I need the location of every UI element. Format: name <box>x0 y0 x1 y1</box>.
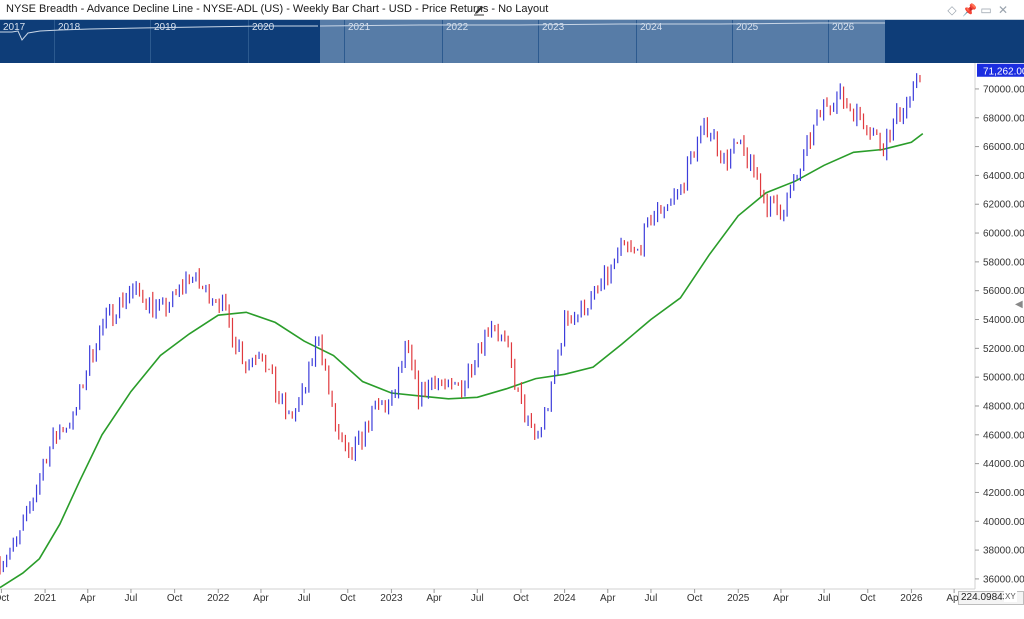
navigator-year-label: 2017 <box>3 22 26 33</box>
navigator-year-divider <box>732 20 733 63</box>
x-tick-label: 2021 <box>34 593 57 604</box>
y-tick-label: 44000.00 <box>983 459 1024 470</box>
close-icon[interactable]: ✕ <box>997 3 1009 17</box>
last-price-flag <box>977 63 1024 77</box>
x-tick-label: Oct <box>687 593 703 604</box>
navigator-mini-line <box>0 25 318 41</box>
minimize-icon[interactable]: ▭ <box>980 3 992 17</box>
y-tick-label: 46000.00 <box>983 430 1024 441</box>
x-tick-label: Oct <box>513 593 529 604</box>
x-tick-label: Apr <box>600 593 616 604</box>
y-tick-label: 36000.00 <box>983 574 1024 585</box>
y-tick-label: 54000.00 <box>983 315 1024 326</box>
navigator-year-label: 2020 <box>252 22 275 33</box>
x-tick-label: 2022 <box>207 593 230 604</box>
navigator-year-label: 2021 <box>348 22 371 33</box>
price-chart[interactable]: 36000.00 38000.00 40000.00 42000.00 44000.00… <box>0 63 1024 605</box>
y-tick-label: 56000.00 <box>983 286 1024 297</box>
navigator-year-divider <box>344 20 345 63</box>
y-tick-label: 58000.00 <box>983 257 1024 268</box>
y-tick-label: 48000.00 <box>983 401 1024 412</box>
x-tick-label: Jul <box>645 593 658 604</box>
y-tick-label: 40000.00 <box>983 517 1024 528</box>
y-tick-label: 52000.00 <box>983 344 1024 355</box>
diamond-icon[interactable]: ◇ <box>947 3 957 17</box>
navigator-year-divider <box>538 20 539 63</box>
navigator-year-divider <box>54 20 55 63</box>
xy-toggle[interactable]: XY <box>1004 591 1017 602</box>
x-tick-label: Apr <box>773 593 789 604</box>
y-tick-label: 68000.00 <box>983 113 1024 124</box>
y-tick-label: 60000.00 <box>983 229 1024 240</box>
y-tick-label: 66000.00 <box>983 142 1024 153</box>
title-bar: NYSE Breadth - Advance Decline Line - NY… <box>0 0 1024 20</box>
navigator-window-line <box>320 22 885 27</box>
x-tick-label: Jul <box>125 593 138 604</box>
navigator-year-divider <box>442 20 443 63</box>
y-tick-label: 70000.00 <box>983 84 1024 95</box>
x-tick-label: Apr <box>426 593 442 604</box>
x-tick-label: 2025 <box>727 593 750 604</box>
x-tick-label: Oct <box>860 593 876 604</box>
chart-title: NYSE Breadth - Advance Decline Line - NY… <box>6 3 549 15</box>
navigator-year-label: 2026 <box>832 22 855 33</box>
x-tick-label: Oct <box>167 593 183 604</box>
x-tick-label: Oct <box>340 593 356 604</box>
collapse-panel-icon[interactable]: ◀ <box>1015 299 1023 310</box>
y-tick-label: 50000.00 <box>983 373 1024 384</box>
x-tick-label: Apr <box>946 593 962 604</box>
navigator-year-label: 2018 <box>58 22 81 33</box>
x-tick-label: Apr <box>80 593 96 604</box>
navigator-year-label: 2024 <box>640 22 663 33</box>
pin-icon[interactable]: 📌 <box>962 3 977 17</box>
chart-plot-area <box>0 63 976 590</box>
navigator-year-divider <box>150 20 151 63</box>
y-tick-label: 38000.00 <box>983 546 1024 557</box>
navigator-year-divider <box>248 20 249 63</box>
edit-icon[interactable] <box>473 4 485 16</box>
y-tick-label: 64000.00 <box>983 171 1024 182</box>
x-tick-label: 2023 <box>380 593 403 604</box>
x-tick-label: Jul <box>298 593 311 604</box>
navigator-year-divider <box>828 20 829 63</box>
navigator-year-label: 2025 <box>736 22 759 33</box>
y-tick-label: 42000.00 <box>983 488 1024 499</box>
x-tick-label: Jul <box>471 593 484 604</box>
x-tick-label: 2026 <box>900 593 923 604</box>
x-tick-label: Apr <box>253 593 269 604</box>
navigator-year-label: 2022 <box>446 22 469 33</box>
navigator-year-label: 2023 <box>542 22 565 33</box>
x-tick-label: Jul <box>818 593 831 604</box>
navigator-year-divider <box>636 20 637 63</box>
x-tick-label: 2024 <box>553 593 576 604</box>
moving-average-line <box>0 132 924 589</box>
chart-navigator[interactable]: 2017 2018 2019 2020 2021 2022 2023 2024 … <box>0 20 1024 63</box>
x-tick-label: Oct <box>0 593 9 604</box>
navigator-selection-window[interactable] <box>320 20 885 63</box>
last-price-label: 71,262.00 <box>983 66 1024 77</box>
y-tick-label: 62000.00 <box>983 200 1024 211</box>
